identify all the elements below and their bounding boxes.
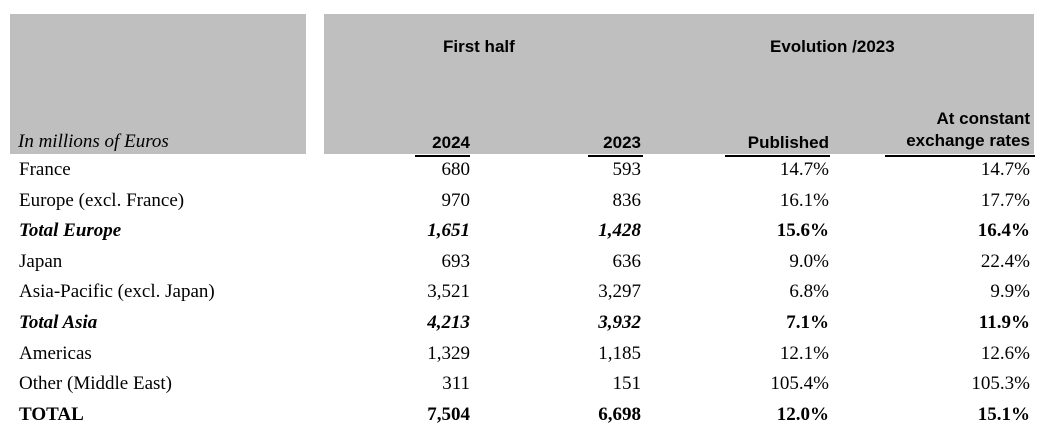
table-row-americas: Americas 1,329 1,185 12.1% 12.6% bbox=[0, 340, 1039, 371]
cell-2024: 1,651 bbox=[427, 220, 470, 242]
row-label: Total Europe bbox=[19, 220, 122, 242]
cell-constant-rates: 11.9% bbox=[978, 311, 1030, 333]
table-row-asia-pacific-excl-japan: Asia-Pacific (excl. Japan) 3,521 3,297 6… bbox=[0, 278, 1039, 309]
cell-2023: 593 bbox=[612, 159, 642, 180]
cell-constant-rates: 14.7% bbox=[980, 159, 1030, 180]
cell-published: 12.1% bbox=[779, 342, 829, 364]
cell-constant-rates: 16.4% bbox=[977, 220, 1030, 242]
table-row-japan: Japan 693 636 9.0% 22.4% bbox=[0, 248, 1039, 279]
cell-2023: 836 bbox=[612, 189, 642, 211]
table-row-total-asia: Total Asia 4,213 3,932 7.1% 11.9% bbox=[0, 309, 1039, 340]
unit-label: In millions of Euros bbox=[18, 131, 169, 152]
cell-published: 15.6% bbox=[776, 220, 829, 242]
cell-2024: 311 bbox=[442, 373, 470, 395]
cell-2024: 4,213 bbox=[427, 311, 470, 333]
table-row-total: TOTAL 7,504 6,698 12.0% 15.1% bbox=[0, 401, 1039, 432]
group-header-first-half: First half bbox=[443, 37, 515, 56]
cell-constant-rates: 105.3% bbox=[971, 373, 1030, 395]
header-background-right bbox=[324, 14, 1034, 154]
header-rule-constant-rates bbox=[885, 155, 1035, 157]
cell-constant-rates: 15.1% bbox=[977, 403, 1030, 425]
group-header-evolution: Evolution /2023 bbox=[770, 37, 895, 56]
cell-constant-rates: 9.9% bbox=[990, 281, 1030, 303]
cell-2023: 1,185 bbox=[598, 342, 641, 364]
header-rule-2023 bbox=[588, 155, 643, 157]
cell-2024: 3,521 bbox=[427, 281, 470, 303]
table-row-total-europe: Total Europe 1,651 1,428 15.6% 16.4% bbox=[0, 217, 1039, 248]
cell-constant-rates: 12.6% bbox=[980, 342, 1030, 364]
cell-constant-rates: 17.7% bbox=[980, 189, 1030, 211]
row-label: Japan bbox=[19, 250, 63, 272]
column-header-constant-rates: At constant exchange rates bbox=[906, 108, 1030, 152]
column-header-published: Published bbox=[747, 133, 829, 152]
column-header-2023: 2023 bbox=[603, 133, 641, 152]
row-label: Americas bbox=[19, 342, 92, 364]
cell-published: 16.1% bbox=[779, 189, 829, 211]
cell-2023: 151 bbox=[612, 373, 642, 395]
cell-2024: 7,504 bbox=[427, 403, 470, 425]
cell-published: 12.0% bbox=[776, 403, 829, 425]
cell-constant-rates: 22.4% bbox=[980, 250, 1030, 272]
table-row-other-middle-east: Other (Middle East) 311 151 105.4% 105.3… bbox=[0, 370, 1039, 401]
column-header-constant-line1: At constant bbox=[936, 109, 1031, 128]
cell-published: 7.1% bbox=[786, 311, 829, 333]
cell-2023: 3,297 bbox=[598, 281, 641, 303]
row-label: Europe (excl. France) bbox=[19, 189, 185, 211]
column-header-constant-line2: exchange rates bbox=[906, 131, 1030, 150]
cell-published: 14.7% bbox=[779, 159, 829, 180]
row-label: Asia-Pacific (excl. Japan) bbox=[19, 281, 215, 303]
cell-2024: 693 bbox=[441, 250, 471, 272]
cell-2024: 1,329 bbox=[427, 342, 470, 364]
cell-published: 9.0% bbox=[789, 250, 829, 272]
cell-2023: 3,932 bbox=[598, 311, 641, 333]
column-header-2024: 2024 bbox=[432, 133, 470, 152]
cell-2024: 970 bbox=[441, 189, 471, 211]
header-rule-published bbox=[725, 155, 830, 157]
table-row-france: France 680 593 14.7% 14.7% bbox=[0, 156, 1039, 187]
cell-2023: 636 bbox=[612, 250, 642, 272]
table-body: France 680 593 14.7% 14.7% Europe (excl.… bbox=[0, 156, 1039, 431]
cell-2023: 6,698 bbox=[598, 403, 641, 425]
header-background-left bbox=[10, 14, 306, 154]
cell-2024: 680 bbox=[441, 159, 471, 180]
table-row-europe-excl-france: Europe (excl. France) 970 836 16.1% 17.7… bbox=[0, 187, 1039, 218]
cell-published: 6.8% bbox=[789, 281, 829, 303]
header-rule-2024 bbox=[415, 155, 470, 157]
row-label: Other (Middle East) bbox=[19, 373, 173, 395]
cell-2023: 1,428 bbox=[598, 220, 641, 242]
row-label: France bbox=[19, 159, 71, 180]
row-label: Total Asia bbox=[19, 311, 98, 333]
row-label: TOTAL bbox=[19, 403, 84, 425]
cell-published: 105.4% bbox=[770, 373, 829, 395]
